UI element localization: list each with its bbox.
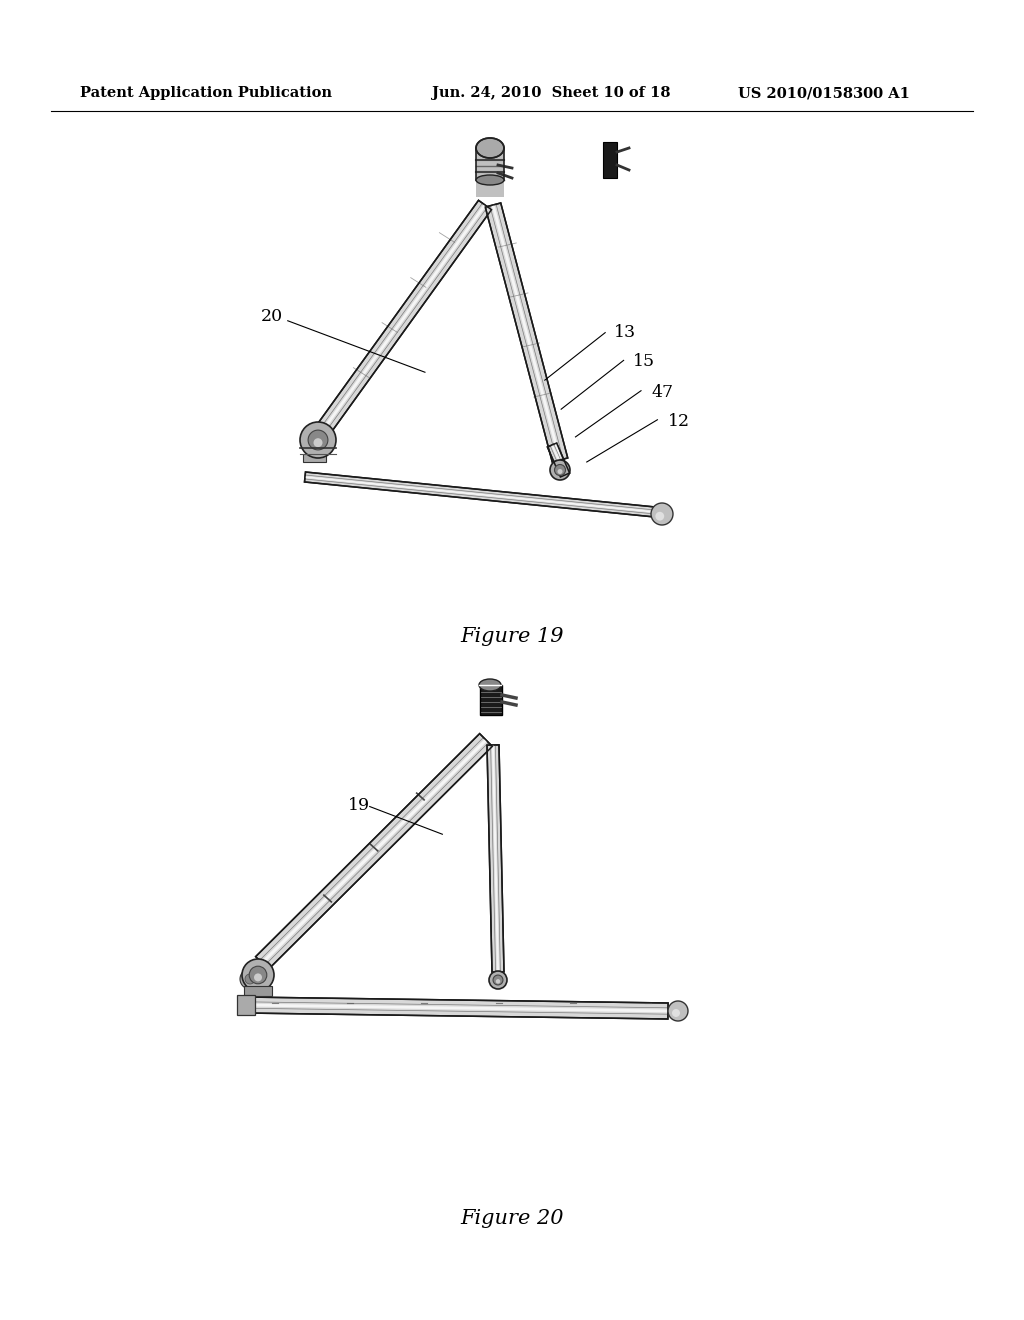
Circle shape <box>557 469 562 474</box>
Polygon shape <box>316 201 492 434</box>
Polygon shape <box>476 153 504 197</box>
Text: Patent Application Publication: Patent Application Publication <box>80 86 332 100</box>
Ellipse shape <box>476 176 504 185</box>
Polygon shape <box>245 997 668 1019</box>
Text: 13: 13 <box>614 325 637 341</box>
Bar <box>603 143 617 178</box>
Text: 20: 20 <box>261 309 284 325</box>
Circle shape <box>493 975 503 985</box>
Circle shape <box>651 503 673 525</box>
Circle shape <box>313 438 323 447</box>
Circle shape <box>308 430 328 450</box>
Ellipse shape <box>476 139 504 158</box>
Text: US 2010/0158300 A1: US 2010/0158300 A1 <box>738 86 910 100</box>
Polygon shape <box>244 986 272 997</box>
Polygon shape <box>261 739 487 964</box>
Ellipse shape <box>479 678 501 690</box>
Text: 15: 15 <box>633 354 655 370</box>
Polygon shape <box>237 995 255 1015</box>
Circle shape <box>242 960 274 991</box>
Circle shape <box>254 973 262 981</box>
Polygon shape <box>322 205 486 430</box>
Polygon shape <box>303 454 326 462</box>
Polygon shape <box>551 445 566 475</box>
Polygon shape <box>256 734 493 969</box>
Polygon shape <box>485 203 567 462</box>
Circle shape <box>245 974 255 983</box>
Circle shape <box>555 465 565 475</box>
Circle shape <box>655 512 665 520</box>
Circle shape <box>240 969 260 989</box>
Text: Jun. 24, 2010  Sheet 10 of 18: Jun. 24, 2010 Sheet 10 of 18 <box>432 86 671 100</box>
Circle shape <box>300 422 336 458</box>
Bar <box>480 685 502 715</box>
Circle shape <box>550 459 570 480</box>
Polygon shape <box>487 744 504 972</box>
Polygon shape <box>245 1003 668 1012</box>
Polygon shape <box>492 205 561 461</box>
Text: Figure 19: Figure 19 <box>460 627 564 645</box>
Circle shape <box>668 1001 688 1020</box>
Polygon shape <box>492 744 499 972</box>
Text: 19: 19 <box>348 797 371 813</box>
Polygon shape <box>548 444 569 477</box>
Circle shape <box>496 979 501 983</box>
Text: 12: 12 <box>668 413 690 429</box>
Polygon shape <box>304 473 655 517</box>
Text: 47: 47 <box>651 384 674 400</box>
Circle shape <box>672 1008 680 1016</box>
Circle shape <box>489 972 507 989</box>
Circle shape <box>249 966 267 983</box>
Polygon shape <box>305 477 655 513</box>
Text: Figure 20: Figure 20 <box>460 1209 564 1228</box>
